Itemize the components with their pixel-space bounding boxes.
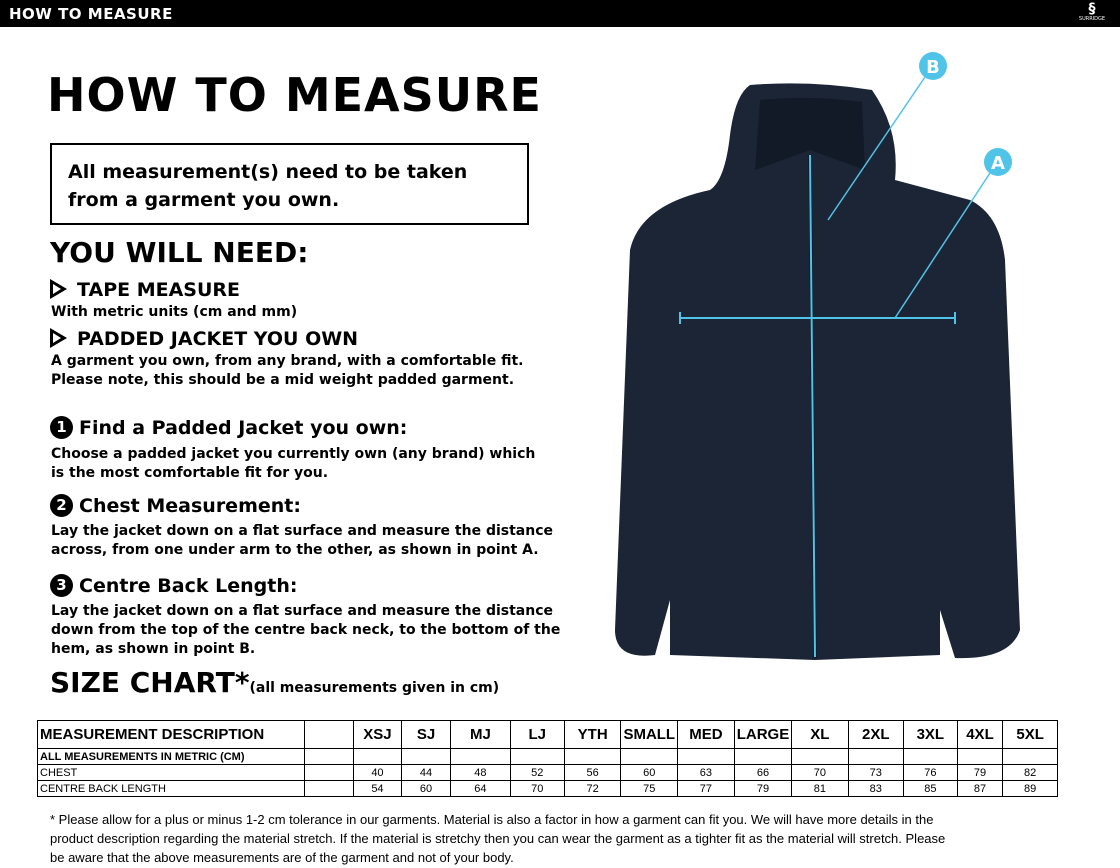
marker-a xyxy=(984,148,1012,176)
size-chart-heading: SIZE CHART*(all measurements given in cm… xyxy=(50,666,500,699)
empty-cell xyxy=(791,748,849,765)
size-header: SJ xyxy=(400,720,452,749)
empty-cell xyxy=(903,748,958,765)
table-cell: 89 xyxy=(1002,780,1058,797)
size-header: XL xyxy=(791,720,849,749)
size-header: 2XL xyxy=(847,720,905,749)
size-header: MJ xyxy=(450,720,511,749)
need-item-text: With metric units (cm and mm) xyxy=(51,304,298,320)
size-header: YTH xyxy=(563,720,622,749)
table-cell: 48 xyxy=(450,764,511,781)
need-item-title: PADDED JACKET YOU OWN xyxy=(50,328,358,350)
size-header: XSJ xyxy=(353,720,402,749)
table-cell: 79 xyxy=(956,764,1004,781)
table-cell: 87 xyxy=(956,780,1004,797)
empty-cell xyxy=(677,748,735,765)
play-triangle-icon xyxy=(50,328,67,348)
table-cell: 52 xyxy=(509,764,565,781)
empty-cell xyxy=(450,748,511,765)
table-cell: 77 xyxy=(677,780,735,797)
empty-cell xyxy=(733,748,793,765)
need-item-text: A garment you own, from any brand, with … xyxy=(51,353,524,388)
table-cell: 83 xyxy=(847,780,905,797)
svg-text:A: A xyxy=(991,153,1005,174)
top-bar-title: HOW TO MEASURE xyxy=(9,5,173,23)
step-text: Lay the jacket down on a flat surface an… xyxy=(51,603,561,657)
empty-cell xyxy=(847,748,905,765)
table-row: ALL MEASUREMENTS IN METRIC (CM) xyxy=(36,748,1058,765)
marker-b xyxy=(919,52,947,80)
step-title: 1 Find a Padded Jacket you own: xyxy=(50,416,407,439)
table-cell: 72 xyxy=(563,780,622,797)
table-cell: 70 xyxy=(791,764,849,781)
table-cell: 70 xyxy=(509,780,565,797)
empty-cell xyxy=(509,748,565,765)
step-title: 3 Centre Back Length: xyxy=(50,574,297,597)
table-cell: 81 xyxy=(791,780,849,797)
footnote: * Please allow for a plus or minus 1-2 c… xyxy=(50,812,946,865)
step-text: Lay the jacket down on a flat surface an… xyxy=(51,523,553,558)
size-header: 4XL xyxy=(956,720,1004,749)
table-cell: 60 xyxy=(400,780,452,797)
table-cell: 79 xyxy=(733,780,793,797)
back-length-line xyxy=(809,154,816,658)
play-triangle-icon xyxy=(50,279,67,299)
table-cell: 56 xyxy=(563,764,622,781)
empty-cell xyxy=(563,748,622,765)
size-header: 5XL xyxy=(1002,720,1058,749)
table-cell: 64 xyxy=(450,780,511,797)
page-title: HOW TO MEASURE xyxy=(47,68,542,122)
jacket-shape xyxy=(615,83,1020,661)
brand-logo: § SURRIDGE xyxy=(1078,1,1106,22)
table-row: CENTRE BACK LENGTH 54 60 64 70 72 75 77 79 81 83 85… xyxy=(36,780,1058,797)
table-cell: 75 xyxy=(620,780,679,797)
size-header: LJ xyxy=(509,720,565,749)
table-cell: 40 xyxy=(353,764,402,781)
need-item-title: TAPE MEASURE xyxy=(50,279,240,301)
table-cell: 63 xyxy=(677,764,735,781)
table-row: CHEST 40 44 48 52 56 60 63 66 70 73 76 79 82 xyxy=(36,764,1058,781)
empty-cell xyxy=(400,748,452,765)
step-title: 2 Chest Measurement: xyxy=(50,494,301,517)
table-cell: 82 xyxy=(1002,764,1058,781)
table-header-row: MEASUREMENT DESCRIPTION XSJ SJ MJ LJ YTH SMALL… xyxy=(36,720,1058,749)
jacket-illustration: A B xyxy=(615,52,1020,661)
top-bar: HOW TO MEASURE § SURRIDGE xyxy=(0,0,1120,27)
table-cell: 73 xyxy=(847,764,905,781)
svg-text:B: B xyxy=(926,57,940,78)
empty-cell xyxy=(620,748,679,765)
table-cell: 60 xyxy=(620,764,679,781)
size-header: 3XL xyxy=(903,720,958,749)
size-header: LARGE xyxy=(733,720,793,749)
size-header: SMALL xyxy=(620,720,679,749)
empty-cell xyxy=(956,748,1004,765)
step-text: Choose a padded jacket you currently own… xyxy=(51,446,536,481)
notice-box: All measurement(s) need to be taken from… xyxy=(50,143,529,225)
need-heading: YOU WILL NEED: xyxy=(50,236,309,269)
table-cell: 44 xyxy=(400,764,452,781)
table-cell: 66 xyxy=(733,764,793,781)
empty-cell xyxy=(1002,748,1058,765)
empty-cell xyxy=(353,748,402,765)
table-cell: 76 xyxy=(903,764,958,781)
table-cell: 54 xyxy=(353,780,402,797)
table-cell: 85 xyxy=(903,780,958,797)
size-chart-table: MEASUREMENT DESCRIPTION XSJ SJ MJ LJ YTH SMALL… xyxy=(36,720,1058,797)
size-header: MED xyxy=(677,720,735,749)
